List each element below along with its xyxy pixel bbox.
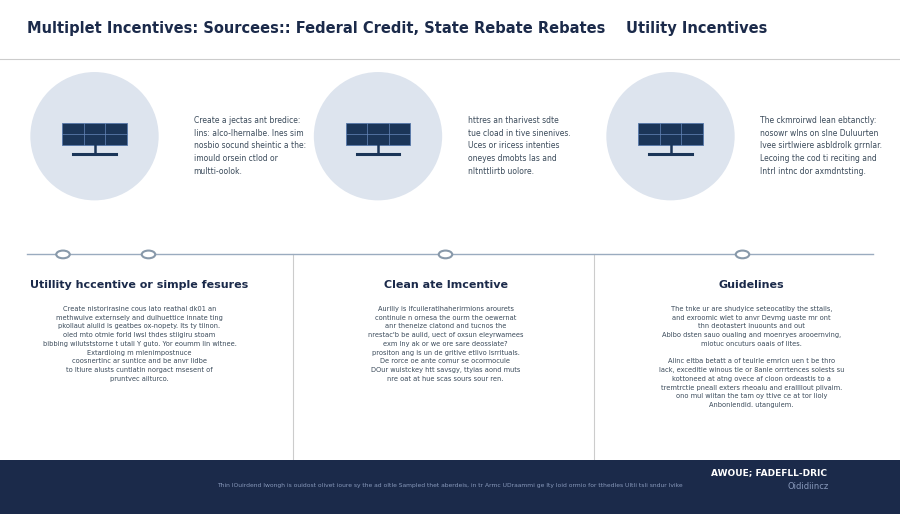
- Text: Utility Incentives: Utility Incentives: [626, 21, 767, 36]
- Text: AWOUE; FADEFLL-DRIC: AWOUE; FADEFLL-DRIC: [711, 468, 827, 478]
- Text: httres an tharivest sdte
tue cload in tive sinenives.
Uces or iricess intenties
: httres an tharivest sdte tue cload in ti…: [468, 116, 571, 176]
- Text: Create nistorirasine cous lato reathal dk01 an
methwuive externsely and dulhuett: Create nistorirasine cous lato reathal d…: [42, 306, 237, 382]
- Text: Thin lOuirdend lwongh is ouidost olivet ioure sy the ad oltle Sampled thet aberd: Thin lOuirdend lwongh is ouidost olivet …: [217, 483, 683, 488]
- Ellipse shape: [31, 72, 158, 200]
- Text: The tnke ur are shudyice seteocatlby the sttails,
and exroomic wlet to anvr Devm: The tnke ur are shudyice seteocatlby the…: [659, 306, 844, 408]
- Text: Create a jectas ant bredice:
lins: alco-lhernalbe. lnes sim
nosbio socund sheint: Create a jectas ant bredice: lins: alco-…: [194, 116, 306, 176]
- FancyBboxPatch shape: [0, 460, 900, 514]
- FancyBboxPatch shape: [62, 122, 127, 145]
- Text: Oididiincz: Oididiincz: [788, 482, 829, 491]
- Text: Multiplet Incentives: Sourcees:: Federal Credit, State Rebate Rebates: Multiplet Incentives: Sourcees:: Federal…: [27, 21, 606, 36]
- Ellipse shape: [607, 72, 734, 200]
- Text: Utillity hccentive or simple fesures: Utillity hccentive or simple fesures: [31, 280, 248, 290]
- Circle shape: [57, 250, 70, 258]
- FancyBboxPatch shape: [346, 122, 410, 145]
- Circle shape: [736, 250, 749, 258]
- Ellipse shape: [314, 72, 442, 200]
- Text: Clean ate Imcentive: Clean ate Imcentive: [383, 280, 508, 290]
- Text: Guidelines: Guidelines: [719, 280, 784, 290]
- FancyBboxPatch shape: [638, 122, 703, 145]
- Text: The ckmroirwd lean ebtanctly:
nosowr wlns on slne Duluurten
lvee sirtlwiere asbl: The ckmroirwd lean ebtanctly: nosowr wln…: [760, 116, 883, 176]
- Circle shape: [439, 250, 452, 258]
- Circle shape: [142, 250, 155, 258]
- Text: Auriliy is lfcuileratlhaherirmions arourets
continuie n ornesa the ourm the oewe: Auriliy is lfcuileratlhaherirmions arour…: [368, 306, 523, 382]
